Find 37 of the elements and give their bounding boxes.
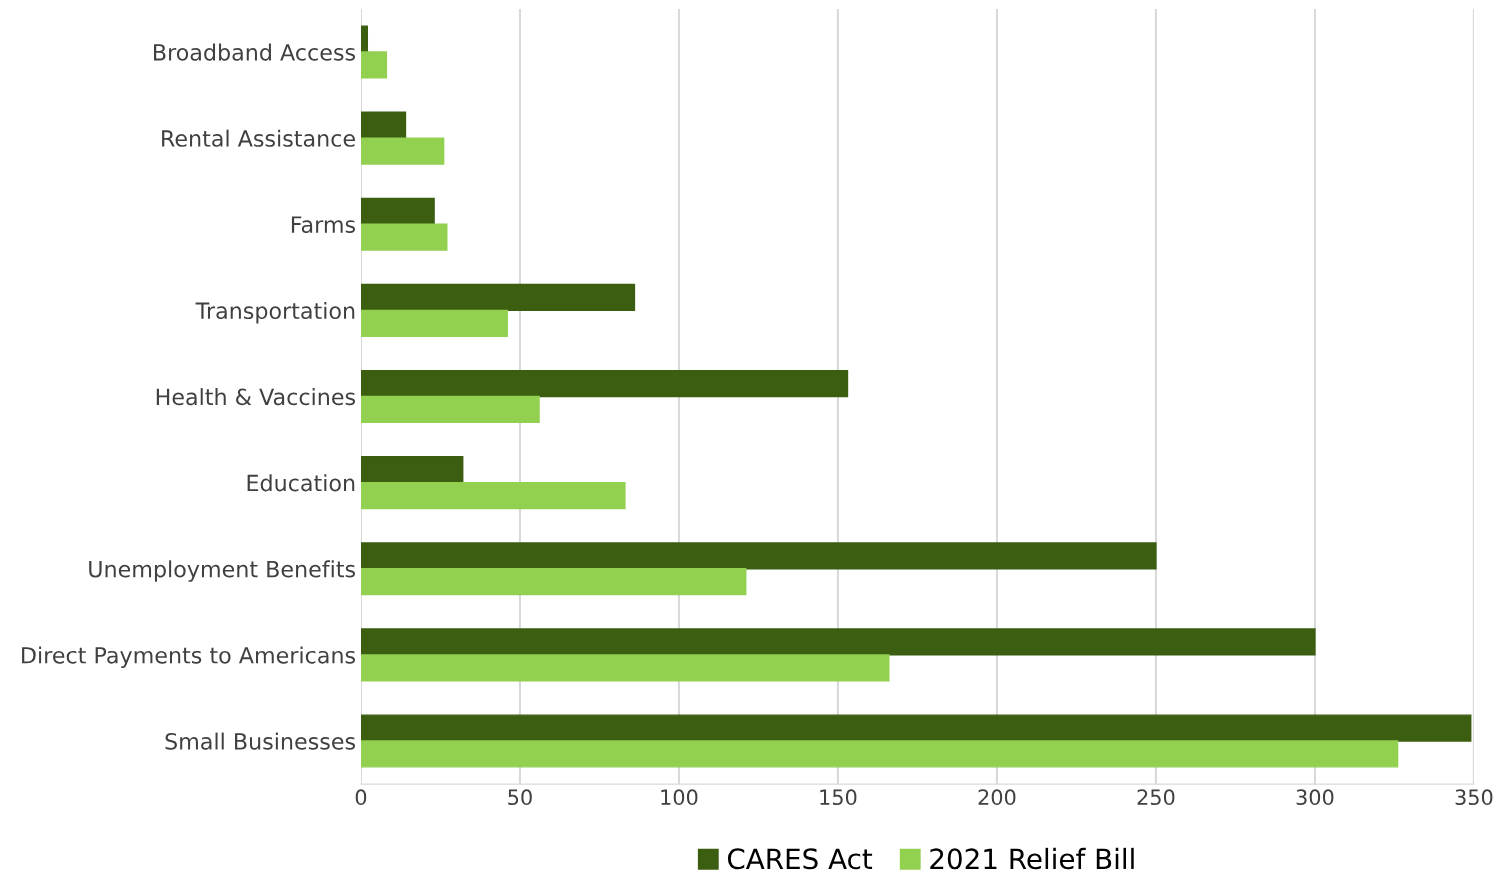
y-tick-label: Broadband Access xyxy=(154,43,356,61)
bar xyxy=(360,51,388,79)
x-tick-label: 250 xyxy=(1137,789,1175,806)
x-tick-label: 300 xyxy=(1296,789,1334,806)
bar xyxy=(360,25,369,53)
bar xyxy=(360,369,849,398)
bar xyxy=(360,395,540,424)
y-tick-label: Farms xyxy=(291,216,356,233)
bar xyxy=(360,740,1399,768)
x-tick-label: 150 xyxy=(820,789,857,806)
legend-label: CARES Act xyxy=(727,848,873,870)
y-tick-label: Direct Payments to Americans xyxy=(22,646,356,668)
legend-label: 2021 Relief Bill xyxy=(930,847,1134,870)
x-tick-label: 350 xyxy=(1455,789,1493,806)
bar xyxy=(360,283,636,312)
bar xyxy=(360,223,448,251)
bar xyxy=(360,542,1157,570)
y-tick-label: Rental Assistance xyxy=(162,129,355,147)
y-tick-label: Education xyxy=(247,474,355,492)
bar xyxy=(360,111,407,139)
y-tick-label: Unemployment Benefits xyxy=(89,560,356,582)
bar xyxy=(360,197,435,225)
x-tick-label: 0 xyxy=(355,789,367,806)
x-tick-label: 200 xyxy=(978,789,1016,806)
x-tick-label: 50 xyxy=(508,789,532,806)
y-tick-label: Small Businesses xyxy=(165,732,356,750)
y-tick-label: Transportation xyxy=(195,301,355,324)
bar xyxy=(360,654,890,682)
bar xyxy=(360,137,445,165)
y-tick-label: Health & Vaccines xyxy=(156,388,356,406)
x-tick-label: 100 xyxy=(661,789,698,806)
bar xyxy=(360,714,1472,742)
bar xyxy=(360,628,1316,656)
bar xyxy=(360,456,464,484)
bar xyxy=(360,309,508,337)
bar xyxy=(360,481,626,510)
bar xyxy=(360,568,747,596)
